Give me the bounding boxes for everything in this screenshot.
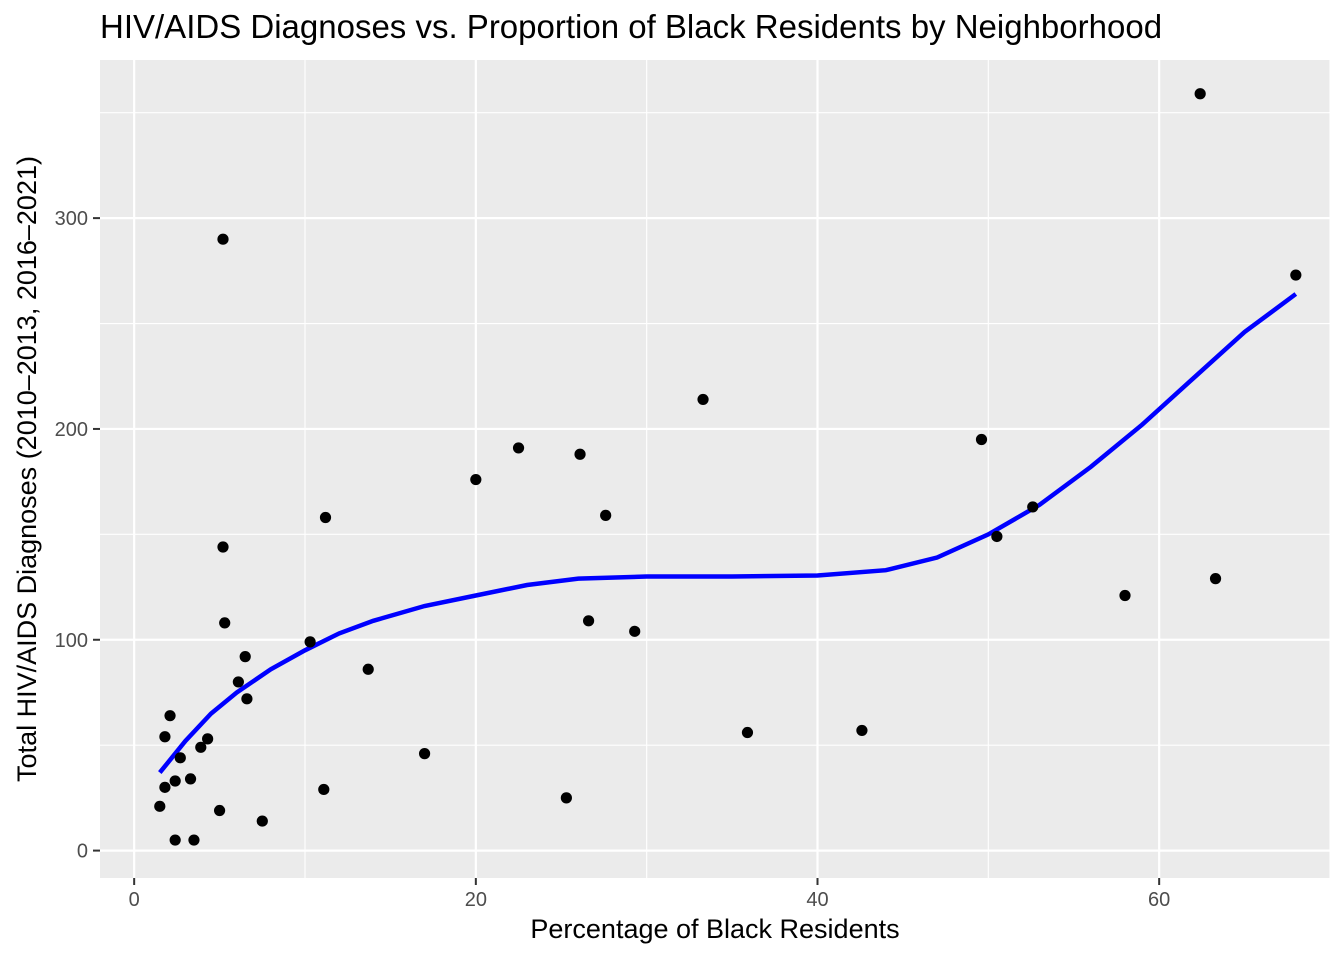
- x-tick-label: 0: [129, 889, 140, 911]
- data-point: [169, 775, 181, 787]
- y-tick-label: 100: [55, 630, 88, 652]
- plot-panel: [100, 60, 1330, 878]
- data-point: [418, 748, 431, 760]
- data-point: [1290, 269, 1302, 281]
- data-point: [164, 710, 176, 722]
- minor-gridlines: [100, 60, 1331, 878]
- data-point: [470, 473, 482, 486]
- data-point: [574, 448, 586, 460]
- data-point: [304, 636, 316, 648]
- data-point: [159, 731, 171, 743]
- data-point: [217, 233, 229, 245]
- data-point: [219, 617, 231, 629]
- y-axis: 0 100 200 300: [55, 208, 100, 863]
- data-point: [319, 511, 332, 524]
- data-point: [213, 804, 226, 817]
- data-point: [1027, 501, 1039, 513]
- data-point: [991, 530, 1003, 543]
- data-point: [975, 433, 988, 446]
- data-point: [362, 663, 374, 675]
- data-point: [741, 726, 754, 739]
- data-point: [256, 815, 268, 827]
- data-point: [856, 724, 868, 737]
- data-point: [154, 800, 166, 812]
- data-point: [202, 733, 214, 745]
- data-point: [560, 792, 572, 804]
- data-point: [159, 781, 171, 793]
- data-point: [188, 834, 200, 846]
- data-point: [600, 509, 612, 521]
- data-point: [512, 442, 525, 454]
- data-point: [629, 625, 641, 637]
- chart-title: HIV/AIDS Diagnoses vs. Proportion of Bla…: [100, 8, 1162, 45]
- data-points: [154, 88, 1302, 846]
- data-point: [1194, 88, 1206, 100]
- data-point: [232, 676, 244, 688]
- x-tick-label: 40: [806, 889, 828, 911]
- data-point: [582, 615, 595, 627]
- data-point: [241, 693, 253, 705]
- data-point: [318, 783, 330, 796]
- data-point: [184, 773, 197, 785]
- data-point: [169, 834, 181, 846]
- data-point: [174, 752, 186, 764]
- data-point: [1209, 573, 1222, 585]
- x-tick-label: 60: [1148, 889, 1170, 911]
- data-point: [217, 541, 229, 553]
- x-axis-title: Percentage of Black Residents: [530, 914, 899, 944]
- data-point: [195, 741, 207, 753]
- data-point: [1119, 589, 1131, 602]
- data-point: [697, 393, 709, 406]
- smooth-trend-line: [158, 292, 1298, 775]
- data-point: [239, 651, 251, 663]
- x-tick-label: 20: [465, 889, 487, 911]
- y-tick-label: 0: [77, 841, 88, 863]
- y-axis-title: Total HIV/AIDS Diagnoses (2010–2013, 201…: [12, 156, 42, 782]
- x-axis: 0 20 40 60: [129, 878, 1170, 911]
- y-tick-label: 300: [55, 208, 88, 230]
- y-tick-label: 200: [55, 419, 88, 441]
